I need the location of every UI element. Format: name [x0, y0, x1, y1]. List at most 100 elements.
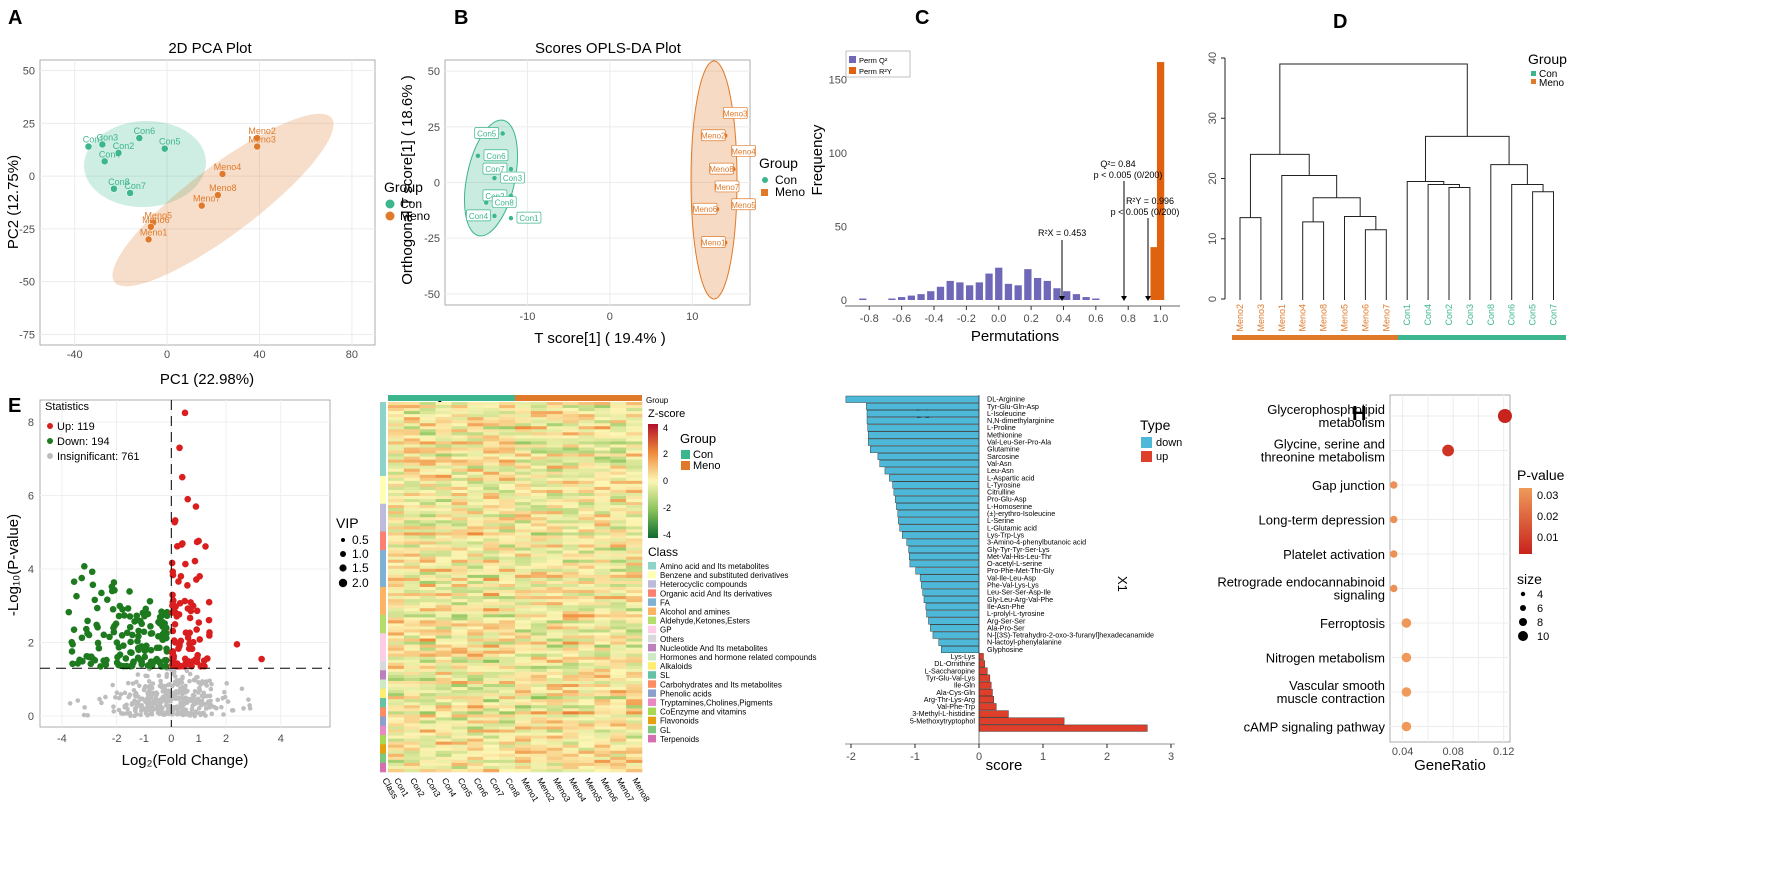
heatmap-cell	[578, 665, 595, 670]
heatmap-cell	[419, 459, 436, 463]
heatmap-cell	[499, 414, 516, 418]
heatmap-cell	[610, 414, 627, 418]
heatmap-cell	[626, 571, 643, 576]
heatmap-cell	[626, 684, 643, 688]
heatmap-cell	[499, 568, 516, 573]
heatmap-cell	[483, 505, 500, 509]
heatmap-cell	[388, 677, 405, 682]
heatmap-cell	[594, 690, 611, 694]
heatmap-cell	[483, 681, 500, 685]
heatmap-cell	[403, 511, 421, 515]
heatmap-cell	[403, 729, 421, 733]
heatmap-cell	[388, 602, 405, 606]
heatmap-cell	[515, 402, 532, 406]
heatmap-cell	[451, 435, 468, 439]
heatmap-cell	[403, 702, 421, 706]
heatmap-group-legend-meno: Meno	[693, 460, 721, 472]
heatmap-cell	[435, 602, 452, 606]
heatmap-cell	[435, 468, 452, 473]
heatmap-cell	[626, 489, 643, 494]
heatmap-cell	[483, 474, 500, 479]
volcano-point-down	[147, 630, 155, 637]
heatmap-cell	[626, 726, 643, 730]
pca-point	[253, 134, 261, 142]
heatmap-cell	[530, 438, 548, 442]
heatmap-cell	[419, 611, 436, 615]
heatmap-cell	[562, 429, 579, 433]
pca-xtick: 40	[253, 349, 265, 361]
oplsda-label-box	[731, 198, 756, 211]
heatmap-cell	[435, 596, 452, 600]
heatmap-cell	[578, 596, 595, 600]
heatmap-class-cell	[380, 633, 386, 643]
heatmap-cell	[546, 514, 563, 518]
heatmap-cell	[562, 541, 579, 545]
heatmap-cell	[546, 599, 563, 603]
heatmap-cell	[467, 726, 484, 730]
heatmap-cell	[499, 477, 516, 482]
heatmap-cell	[515, 738, 532, 742]
heatmap-cell	[515, 753, 532, 758]
heatmap-cell	[435, 705, 452, 709]
pca-point-label: Con6	[134, 126, 156, 136]
heatmap-cell	[419, 435, 436, 439]
heatmap-cell	[515, 526, 532, 530]
heatmap-cell	[546, 759, 563, 764]
volcano-point-up	[182, 560, 189, 568]
score-xtick: 0	[976, 751, 982, 763]
heatmap-cell	[483, 726, 500, 730]
class-legend-label: Amino acid and Its metabolites	[660, 562, 769, 571]
heatmap-cell	[435, 717, 452, 721]
heatmap-cell	[483, 411, 500, 415]
pca-point-label: Con2	[113, 141, 135, 151]
heatmap-cell	[435, 496, 452, 500]
heatmap-cell	[594, 699, 611, 703]
heatmap-cell	[403, 647, 421, 651]
heatmap-cell	[483, 590, 500, 594]
heatmap-cell	[467, 508, 484, 512]
heatmap-cell	[515, 720, 532, 724]
heatmap-cell	[451, 556, 468, 561]
heatmap-cell	[515, 477, 532, 482]
volcano-point-down	[141, 612, 148, 620]
heatmap-cell	[451, 471, 468, 476]
oplsda-point	[508, 166, 514, 172]
score-bar	[894, 495, 980, 503]
heatmap-cell	[515, 626, 532, 630]
heatmap-cell	[546, 677, 563, 682]
heatmap-cell	[610, 611, 627, 615]
heatmap-cell	[483, 426, 500, 430]
score-bar-label: L-Proline	[987, 423, 1016, 432]
heatmap-cell	[578, 420, 595, 424]
heatmap-cell	[530, 550, 548, 554]
heatmap-group-bar-meno	[515, 395, 642, 401]
heatmap-cell	[483, 705, 500, 709]
dendrogram-con-bar	[1398, 335, 1566, 340]
heatmap-cell	[403, 441, 421, 445]
heatmap-cell	[530, 580, 548, 585]
heatmap-cell	[499, 468, 516, 473]
heatmap-cell	[594, 459, 611, 463]
heatmap-cell	[578, 438, 595, 442]
heatmap-cell	[388, 408, 405, 412]
heatmap-cell	[530, 768, 548, 773]
heatmap-cell	[610, 447, 627, 451]
heatmap-cell	[515, 435, 532, 439]
heatmap-column-label: Con7	[487, 776, 506, 799]
heatmap-cell	[499, 496, 516, 500]
oplsda-ytick: 25	[428, 122, 440, 134]
heatmap-cell	[435, 759, 452, 764]
heatmap-cell	[578, 489, 595, 494]
heatmap-cell	[451, 768, 468, 773]
volcano-point-ns	[99, 700, 104, 706]
heatmap-cell	[562, 665, 579, 670]
score-bar	[889, 474, 980, 482]
kegg-pathway-label: Glycerophospholipid	[1267, 402, 1385, 417]
heatmap-cell	[530, 632, 548, 636]
heatmap-group-bar-con	[388, 395, 515, 401]
heatmap-cell	[388, 690, 405, 694]
volcano-point-ns	[179, 704, 184, 709]
volcano-point-down	[65, 608, 73, 616]
heatmap-cell	[515, 699, 532, 703]
heatmap-cell	[546, 550, 563, 554]
